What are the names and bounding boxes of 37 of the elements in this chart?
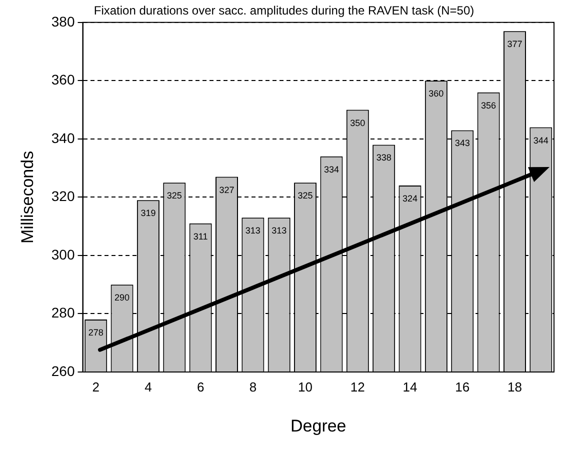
data-label: 319 [140,208,156,218]
data-label: 334 [324,164,339,174]
y-tick-label: 320 [51,188,75,204]
x-tick-label: 18 [507,379,522,394]
x-tick-label: 2 [92,379,100,394]
chart-title: Fixation durations over sacc. amplitudes during the RAVEN task (N=50) [94,4,474,18]
x-tick-label: 12 [350,379,365,394]
data-label: 356 [481,100,496,110]
x-tick-label: 14 [402,379,418,394]
y-tick-label: 300 [51,246,75,262]
x-tick-label: 16 [455,379,470,394]
data-label: 327 [219,184,234,195]
data-label: 311 [193,231,208,242]
data-label: 324 [402,194,418,204]
x-tick-label: 6 [196,379,204,394]
y-axis-title: Milliseconds [18,150,37,244]
y-tick-label: 260 [51,362,75,379]
data-label: 325 [298,190,313,201]
y-tick-label: 280 [51,304,75,321]
x-tick-label: 4 [144,379,152,394]
x-tick-label: 10 [298,379,313,394]
data-label: 344 [533,135,548,146]
data-label: 278 [88,328,104,338]
data-label: 350 [350,118,366,128]
data-label: 360 [428,88,444,99]
x-axis-title: Degree [290,416,346,436]
data-label: 377 [507,39,522,50]
data-label: 313 [245,226,260,236]
data-label: 325 [166,190,182,201]
data-label: 290 [114,292,130,303]
y-tick-label: 340 [51,130,75,146]
data-label: 343 [454,138,470,148]
data-label: 313 [272,226,287,236]
x-tick-label: 8 [249,379,257,394]
data-label: 338 [376,152,392,163]
y-tick-label: 380 [51,13,75,30]
y-tick-label: 360 [51,72,75,88]
